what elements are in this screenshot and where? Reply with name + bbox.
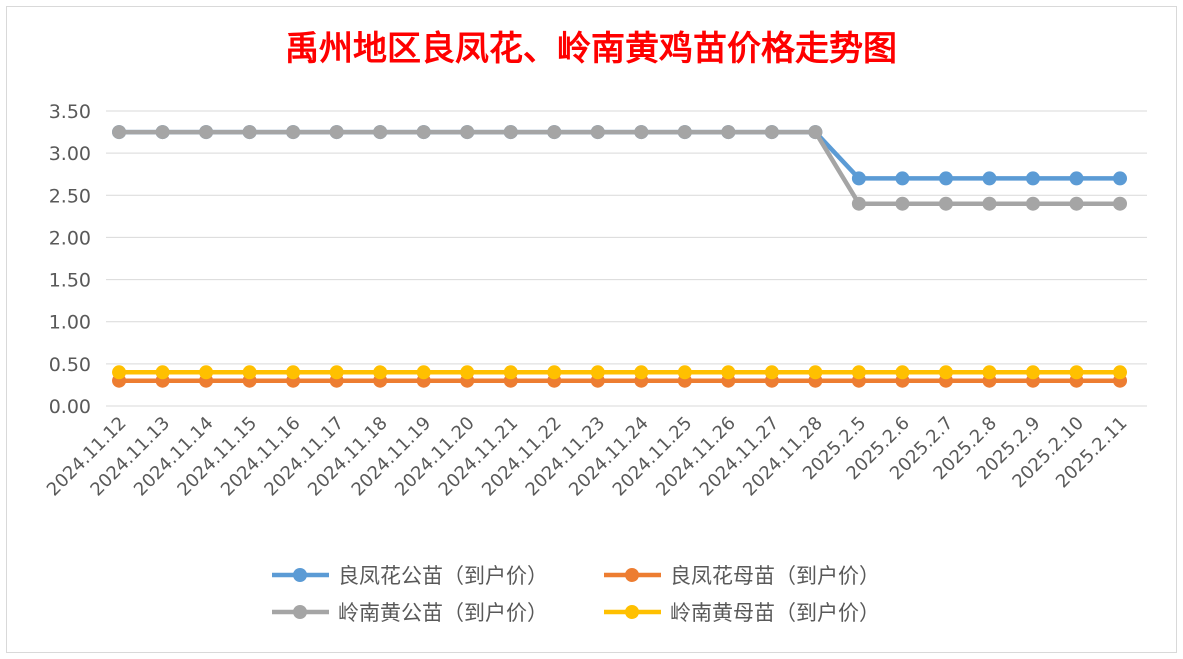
data-point [634, 365, 649, 380]
data-point [1069, 171, 1084, 186]
data-point [460, 365, 475, 380]
legend-entry[interactable]: 良凤花公苗（到户价） [272, 564, 548, 588]
chart-title: 禹州地区良凤花、岭南黄鸡苗价格走势图 [285, 29, 897, 69]
data-point [1113, 365, 1128, 380]
data-point [286, 365, 301, 380]
data-point [503, 365, 518, 380]
data-point [764, 365, 779, 380]
gridlines [106, 110, 1147, 407]
data-point [1113, 171, 1128, 186]
legend-entry[interactable]: 良凤花母苗（到户价） [604, 564, 880, 588]
data-point [1025, 196, 1040, 211]
data-point [1069, 365, 1084, 380]
legend-label: 岭南黄母苗（到户价） [670, 601, 880, 625]
series-lines [112, 125, 1128, 388]
y-tick-label: 2.50 [49, 185, 91, 207]
data-point [677, 125, 692, 140]
data-point [242, 125, 257, 140]
data-point [1113, 196, 1128, 211]
data-point [373, 125, 388, 140]
data-point [416, 125, 431, 140]
series-line [119, 129, 1121, 181]
legend-entry[interactable]: 岭南黄公苗（到户价） [272, 601, 548, 625]
data-point [895, 196, 910, 211]
data-point [634, 125, 649, 140]
legend[interactable]: 良凤花公苗（到户价） 良凤花母苗（到户价） 岭南黄公苗（到户价） 岭南黄母苗（到户价） [272, 564, 880, 625]
data-point [329, 365, 344, 380]
data-point [503, 125, 518, 140]
data-point [242, 365, 257, 380]
data-point [851, 365, 866, 380]
legend-label: 良凤花母苗（到户价） [670, 564, 880, 588]
data-point [1069, 196, 1084, 211]
y-axis-ticks: 0.00 0.50 1.00 1.50 2.00 2.50 3.00 3.50 [49, 101, 91, 418]
data-point [721, 365, 736, 380]
data-point [938, 171, 953, 186]
legend-swatch-marker [293, 568, 307, 582]
series-3 [112, 125, 1128, 211]
data-point [590, 365, 605, 380]
data-point [982, 196, 997, 211]
data-point [851, 196, 866, 211]
data-point [982, 171, 997, 186]
data-point [851, 171, 866, 186]
series-4 [112, 365, 1128, 380]
legend-label: 良凤花公苗（到户价） [338, 564, 548, 588]
y-tick-label: 1.00 [49, 312, 91, 334]
data-point [938, 196, 953, 211]
data-point [460, 125, 475, 140]
legend-label: 岭南黄公苗（到户价） [338, 601, 548, 625]
legend-swatch-marker [293, 605, 307, 619]
legend-entry[interactable]: 岭南黄母苗（到户价） [604, 601, 880, 625]
y-tick-label: 0.50 [49, 354, 91, 376]
data-point [721, 125, 736, 140]
chart-frame [6, 6, 1177, 653]
data-point [982, 365, 997, 380]
data-point [329, 125, 344, 140]
data-point [112, 125, 127, 140]
legend-swatch-marker [625, 605, 639, 619]
y-tick-label: 0.00 [49, 396, 91, 418]
x-axis-ticks: 2024.11.122024.11.132024.11.142024.11.15… [43, 413, 1132, 501]
data-point [155, 125, 170, 140]
data-point [895, 171, 910, 186]
data-point [764, 125, 779, 140]
data-point [1025, 365, 1040, 380]
data-point [677, 365, 692, 380]
data-point [590, 125, 605, 140]
data-point [112, 365, 127, 380]
data-point [286, 125, 301, 140]
data-point [808, 365, 823, 380]
data-point [373, 365, 388, 380]
y-tick-label: 3.00 [49, 143, 91, 165]
legend-swatch-marker [625, 568, 639, 582]
data-point [1025, 171, 1040, 186]
series-2 [112, 373, 1128, 388]
series-line [119, 129, 1121, 206]
data-point [199, 365, 214, 380]
y-tick-label: 2.00 [49, 227, 91, 249]
data-point [199, 125, 214, 140]
y-tick-label: 1.50 [49, 270, 91, 292]
y-tick-label: 3.50 [49, 101, 91, 123]
data-point [155, 365, 170, 380]
data-point [416, 365, 431, 380]
data-point [547, 365, 562, 380]
data-point [938, 365, 953, 380]
data-point [895, 365, 910, 380]
data-point [547, 125, 562, 140]
data-point [808, 125, 823, 140]
